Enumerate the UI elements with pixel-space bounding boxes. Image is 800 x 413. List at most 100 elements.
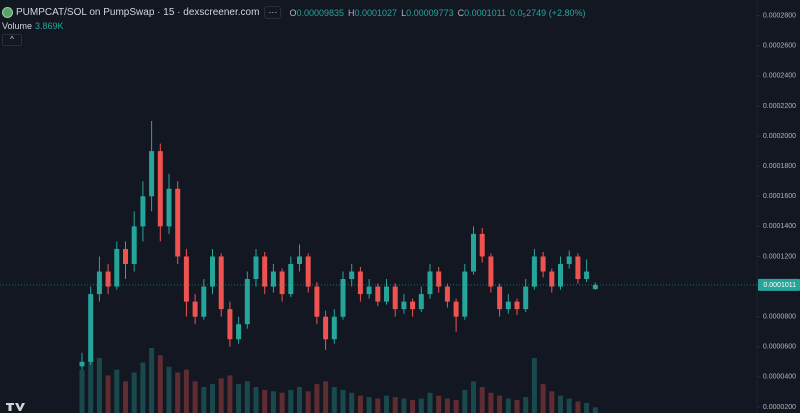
ohlc-value: 0.00009835 [296,7,345,18]
volume-bar [514,400,520,413]
token-icon [2,7,13,18]
volume-bar [236,384,242,413]
candle-body [236,324,242,340]
change: 0.0₅2749 (+2.80%) [510,7,586,18]
volume-bar [262,389,268,413]
volume-bar [79,369,85,413]
volume-bar [488,392,494,413]
candle-body [323,316,329,340]
candle-body [131,226,137,264]
volume-bar [314,384,320,413]
volume-bar [131,372,137,413]
volume-bar [218,378,224,413]
candle-body [218,256,224,310]
volume-bar [340,389,346,413]
candle-body [262,256,268,287]
candle-body [436,271,442,287]
candle-body [192,301,198,317]
candle-body [175,188,181,257]
candle-body [462,271,468,317]
candle-body [288,263,294,295]
candle-body [305,256,311,287]
candle-body [157,151,163,227]
candle-body [244,279,250,325]
candle-body [96,271,102,295]
candle-body [210,256,215,287]
candle-body [584,271,590,280]
candle-body [279,271,285,295]
tv-logo [4,400,25,412]
candle-body [123,248,128,264]
last-price-box [758,278,800,291]
ohlc-value: 0.0001011 [464,7,507,18]
volume-bar [123,381,128,413]
volume-bar [297,387,302,413]
volume-bar [149,348,155,413]
volume-bar [96,358,102,413]
y-tick-label: 0.0000400 [763,374,796,381]
y-tick-label: 0.0002600 [763,43,796,50]
candle-body [514,301,520,310]
y-tick-label: 0.0002800 [763,12,796,19]
volume-bar [279,392,285,413]
candle-body [331,316,337,340]
volume-bar [88,352,94,413]
candle-body [488,256,494,287]
ohlc-key: H [348,7,355,18]
candle-body [366,286,372,295]
volume-bar [418,398,424,413]
candle-body [444,286,450,302]
volume-bar [288,389,294,413]
volume-bar [523,397,529,413]
volume-bar [549,391,555,413]
volume-bar [436,395,442,413]
y-tick-label: 0.0001600 [763,193,796,200]
candle-body [549,271,555,287]
header: PUMPCAT/SOL on PumpSwap · 15 · dexscreen… [2,6,585,19]
volume-bar [105,375,111,413]
volume-bar [175,372,181,413]
candle-body [531,256,537,287]
volume-bar [366,397,372,413]
ohlc-value: 0.00009773 [406,7,454,18]
candle-body [410,301,416,310]
candle-body [384,286,389,302]
candle-body [88,294,94,362]
ohlc-value: 0.0001027 [354,7,398,18]
candle-body [114,248,120,287]
y-tick-label: 0.0000800 [763,314,796,321]
candle-body [149,151,155,197]
volume-bar [140,362,146,413]
volume-bar [575,401,581,413]
volume-bar [349,392,355,413]
candle-body [314,286,320,317]
candle-body [166,188,172,227]
ohlc-key: L [401,7,407,18]
y-tick-label: 0.0001400 [763,223,796,230]
candle-body [401,301,407,310]
volume-bar [357,395,363,413]
collapse-button[interactable]: ^ [2,34,22,46]
volume-legend: Volume 3.869K [2,21,64,31]
candle-body [297,256,302,264]
volume-title: Volume [2,21,33,31]
candle-body [227,309,233,340]
candle-body [566,256,572,264]
more-button[interactable]: ··· [264,6,282,19]
candle-body [418,294,424,310]
volume-bar [183,369,189,413]
chart-title: PUMPCAT/SOL on PumpSwap · 15 · dexscreen… [16,7,260,18]
volume-bar [375,398,381,413]
y-tick-label: 0.0002200 [763,103,796,110]
volume-bar [305,391,311,413]
candle-body [253,256,259,280]
candle-body [592,284,598,290]
last-price-label: 0.0001011 [763,282,796,289]
volume-bar [244,381,250,413]
candle-body [392,286,398,310]
candle-body [270,271,276,287]
candle-body [558,263,563,287]
volume-bar [558,395,563,413]
volume-bar [410,400,416,413]
